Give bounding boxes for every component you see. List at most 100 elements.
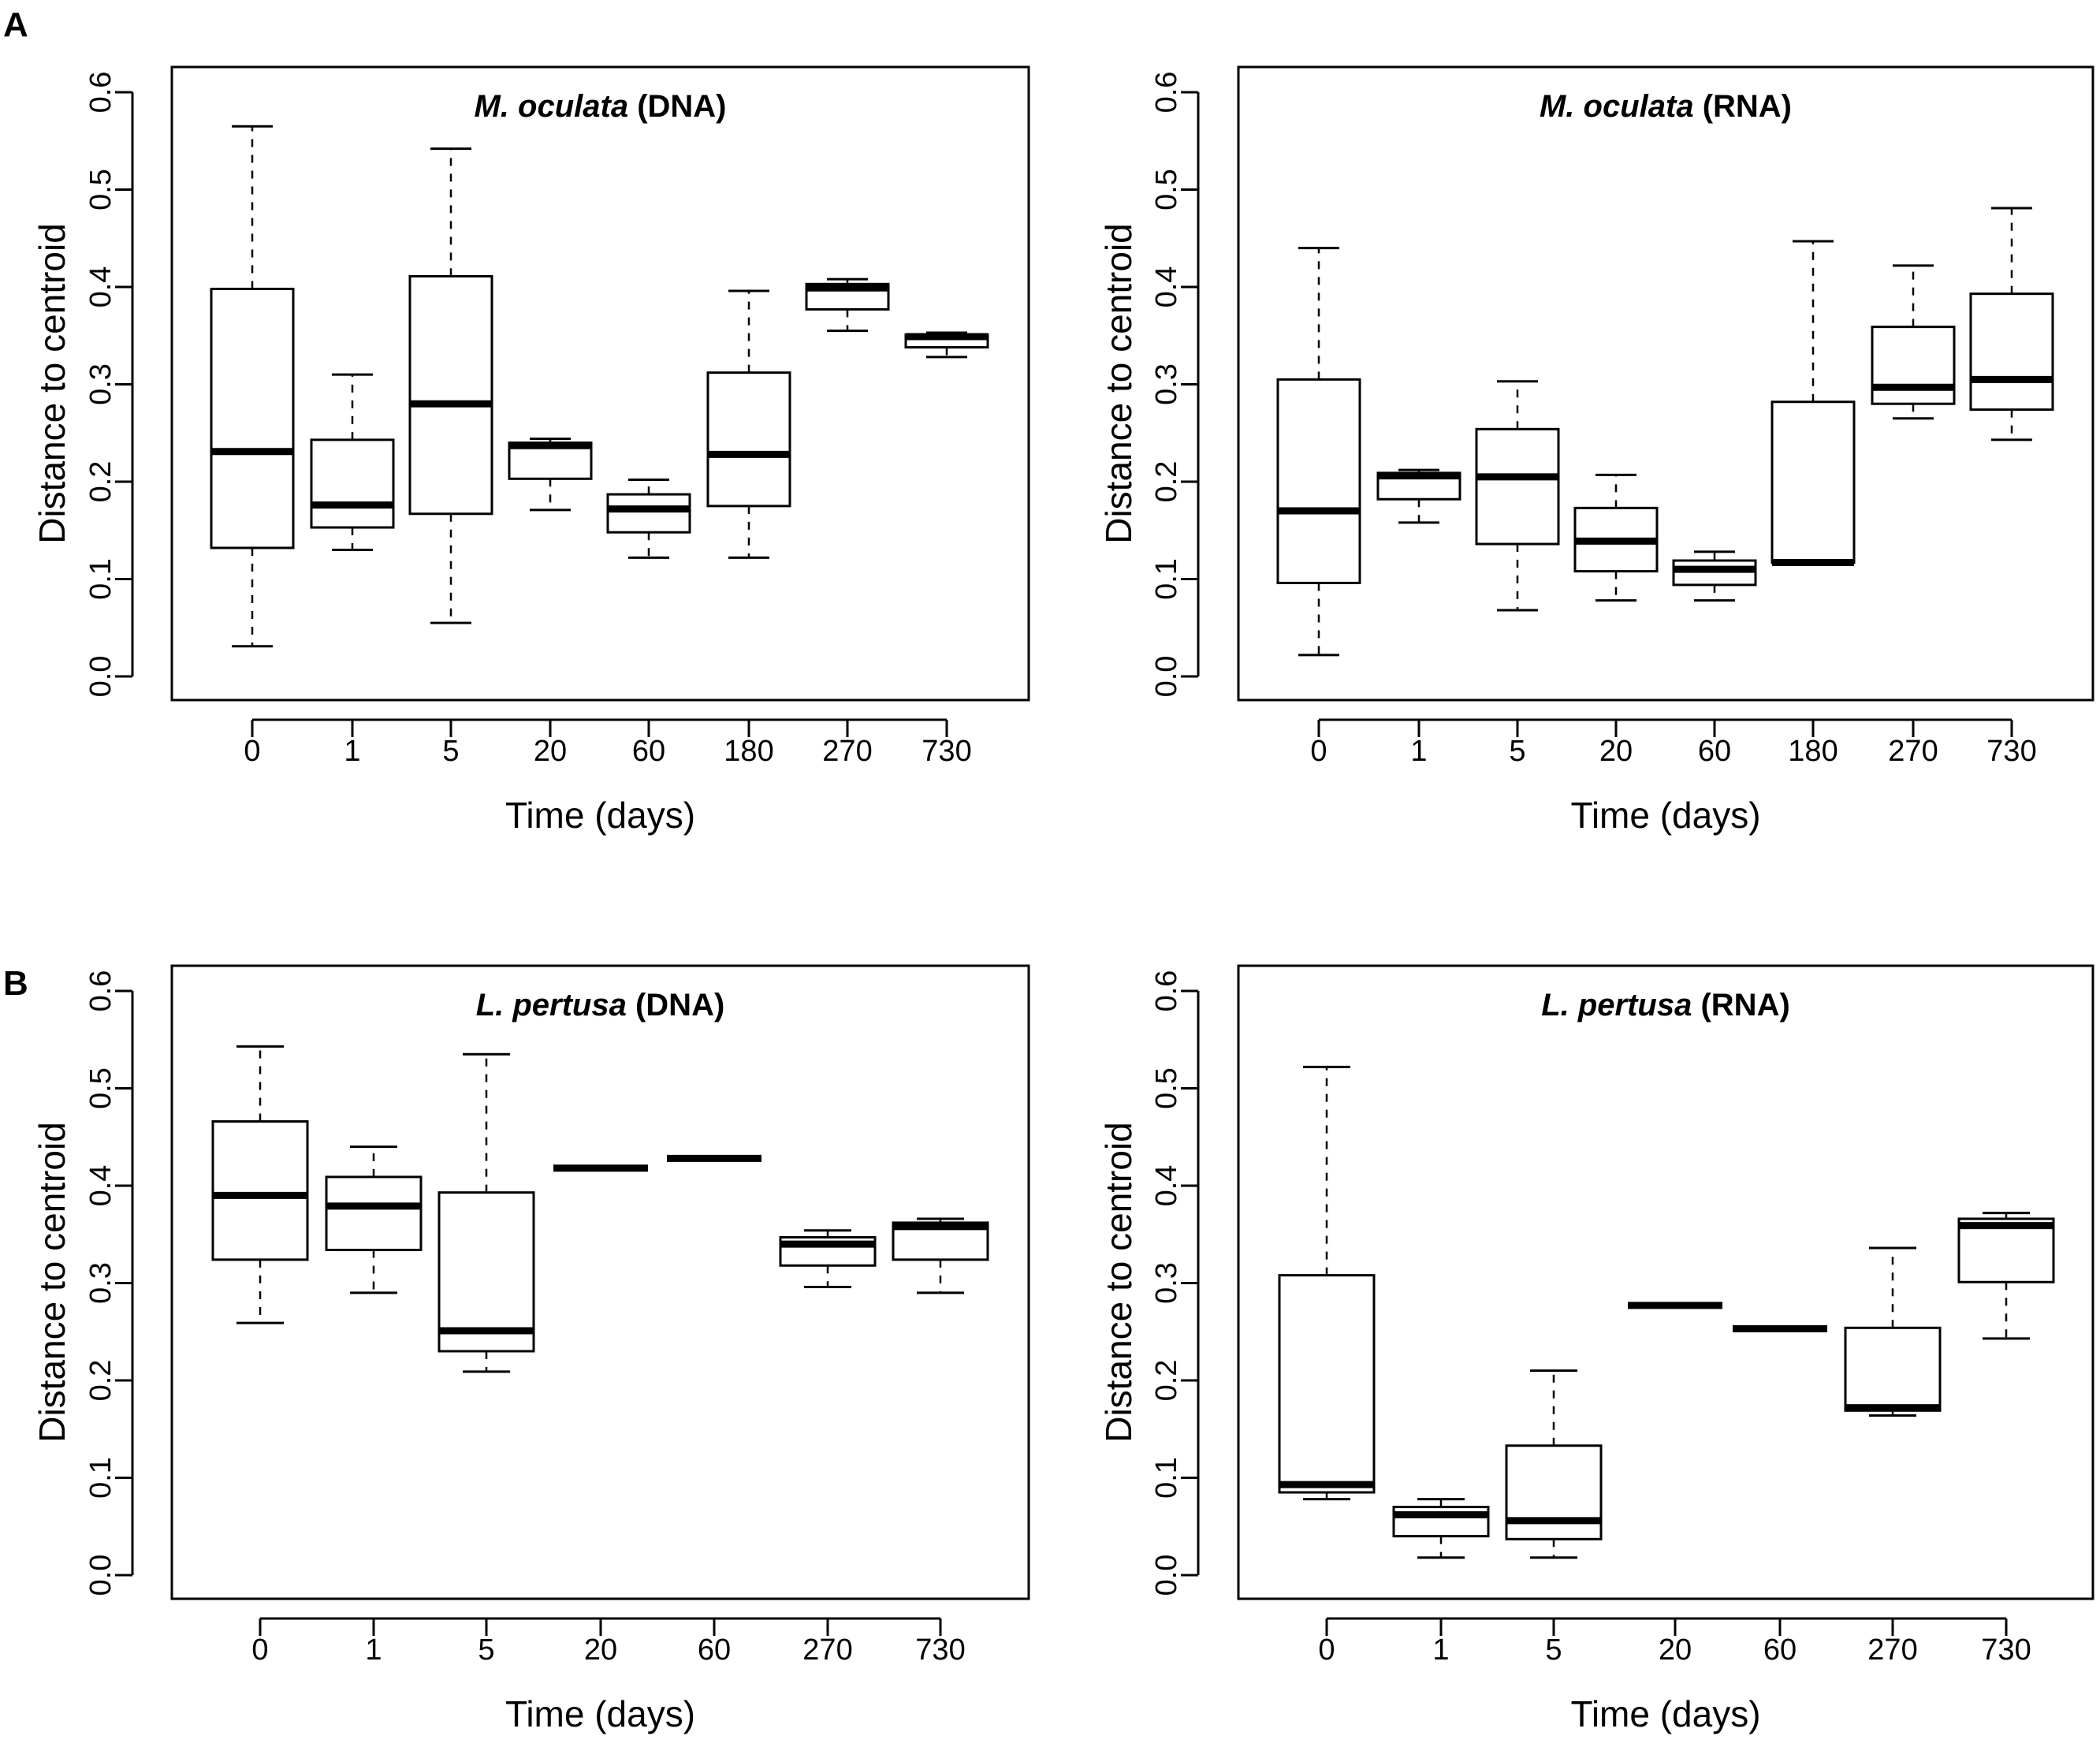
x-tick-label: 60 [632, 735, 665, 768]
x-tick-label: 5 [442, 735, 459, 768]
panel-label-a: A [3, 6, 28, 44]
y-tick-label: 0.3 [1150, 1262, 1183, 1304]
plot-title-type: (DNA) [627, 988, 724, 1022]
x-tick-label: 730 [915, 1633, 965, 1667]
box-1 [1392, 1498, 1490, 1559]
x-tick-label: 5 [478, 1633, 494, 1667]
x-tick-label: 180 [1788, 735, 1838, 768]
x-tick-label: 5 [1509, 735, 1525, 768]
x-tick-label: 0 [1318, 1633, 1335, 1667]
x-tick-label: 60 [1763, 1633, 1797, 1667]
x-axis-title: Time (days) [1570, 795, 1760, 836]
box-iqr [1278, 1274, 1376, 1494]
plot-title: M. oculata (RNA) [1540, 89, 1792, 124]
y-tick-label: 0.3 [1150, 363, 1183, 405]
box-730 [1969, 207, 2054, 441]
y-tick-label: 0.6 [84, 72, 117, 114]
box-iqr [1957, 1217, 2055, 1283]
box-iqr [210, 287, 295, 549]
box-iqr [438, 1191, 535, 1353]
box-0 [1276, 247, 1361, 657]
chart-2: 0.0 0.1 0.2 0.3 0.4 0.5 0.6 Distance to centroi… [1098, 65, 2094, 836]
y-tick-label: 0.6 [84, 970, 117, 1012]
plot-frame [1237, 964, 2094, 1600]
box-270 [1871, 264, 1956, 420]
x-axis-title: Time (days) [505, 1693, 695, 1734]
plot-title: M. oculata (DNA) [474, 89, 726, 124]
x-tick-label: 0 [244, 735, 260, 768]
y-tick-label: 0.1 [1150, 1457, 1183, 1499]
y-axis-title: Distance to centroid [1098, 223, 1139, 544]
plot-frame [170, 964, 1030, 1600]
box-iqr [1505, 1444, 1603, 1540]
y-tick-label: 0.4 [84, 266, 117, 308]
x-tick-label: 730 [922, 735, 971, 768]
x-tick-label: 0 [1310, 735, 1327, 768]
box-270 [779, 1229, 877, 1288]
box-0 [210, 125, 295, 648]
plot-title-type: (DNA) [628, 89, 726, 124]
plot-title-species: M. oculata [1540, 89, 1694, 124]
x-tick-label: 730 [1986, 735, 2036, 768]
box-iqr [1844, 1326, 1942, 1412]
plot-title-species: L. pertusa [476, 988, 627, 1022]
box-0 [1278, 1065, 1376, 1501]
box-1 [310, 373, 395, 551]
y-tick-label: 0.6 [1150, 72, 1183, 114]
box-60 [606, 479, 691, 559]
y-tick-label: 0.0 [1150, 656, 1183, 698]
y-axis-title: Distance to centroid [32, 223, 73, 544]
y-tick-label: 0.6 [1150, 970, 1183, 1012]
box-730 [1957, 1212, 2055, 1340]
box-iqr [1276, 378, 1361, 584]
panel-label-b: B [3, 964, 28, 1003]
x-tick-label: 0 [251, 1633, 268, 1667]
y-tick-label: 0.5 [1150, 1067, 1183, 1109]
x-tick-label: 1 [1410, 735, 1427, 768]
chart-1: 0.0 0.1 0.2 0.3 0.4 0.5 0.6 Distance to centroi… [32, 65, 1030, 836]
x-tick-label: 20 [534, 735, 567, 768]
plot-frame [170, 65, 1030, 702]
x-axis-title: Time (days) [1570, 1693, 1760, 1734]
plot-title-type: (RNA) [1692, 988, 1789, 1022]
box-iqr [706, 371, 791, 508]
chart-3: 0.0 0.1 0.2 0.3 0.4 0.5 0.6 Distance to centroi… [32, 964, 1030, 1734]
box-20 [508, 438, 593, 512]
y-tick-label: 0.1 [84, 558, 117, 600]
y-tick-label: 0.1 [84, 1457, 117, 1499]
x-tick-label: 60 [698, 1633, 731, 1667]
x-tick-label: 270 [1888, 735, 1938, 768]
box-iqr [408, 274, 493, 516]
y-tick-label: 0.2 [84, 1360, 117, 1402]
y-tick-label: 0.3 [84, 1262, 117, 1304]
y-tick-label: 0.5 [84, 1067, 117, 1109]
box-0 [211, 1045, 309, 1324]
y-tick-label: 0.1 [1150, 558, 1183, 600]
box-iqr [211, 1119, 309, 1261]
y-tick-label: 0.0 [84, 1555, 117, 1596]
box-iqr [310, 438, 395, 529]
box-iqr [1969, 292, 2054, 412]
plot-title: L. pertusa (DNA) [476, 988, 725, 1022]
x-tick-label: 20 [1599, 735, 1633, 768]
box-5 [438, 1052, 535, 1373]
x-tick-label: 20 [1659, 1633, 1692, 1667]
x-axis-title: Time (days) [505, 795, 695, 836]
box-20 [1573, 473, 1659, 602]
box-5 [1475, 380, 1560, 612]
y-tick-label: 0.0 [84, 656, 117, 698]
x-tick-label: 730 [1981, 1633, 2031, 1667]
box-5 [408, 147, 493, 624]
box-180 [706, 289, 791, 559]
y-tick-label: 0.4 [84, 1165, 117, 1207]
plot-title-species: M. oculata [474, 89, 628, 124]
box-1 [1376, 468, 1461, 524]
x-tick-label: 1 [365, 1633, 382, 1667]
box-iqr [1770, 400, 1856, 564]
y-axis-title: Distance to centroid [1098, 1122, 1139, 1443]
box-5 [1505, 1369, 1603, 1559]
y-tick-label: 0.2 [1150, 461, 1183, 503]
box-730 [904, 331, 989, 359]
y-tick-label: 0.5 [1150, 169, 1183, 210]
box-iqr [325, 1175, 423, 1252]
